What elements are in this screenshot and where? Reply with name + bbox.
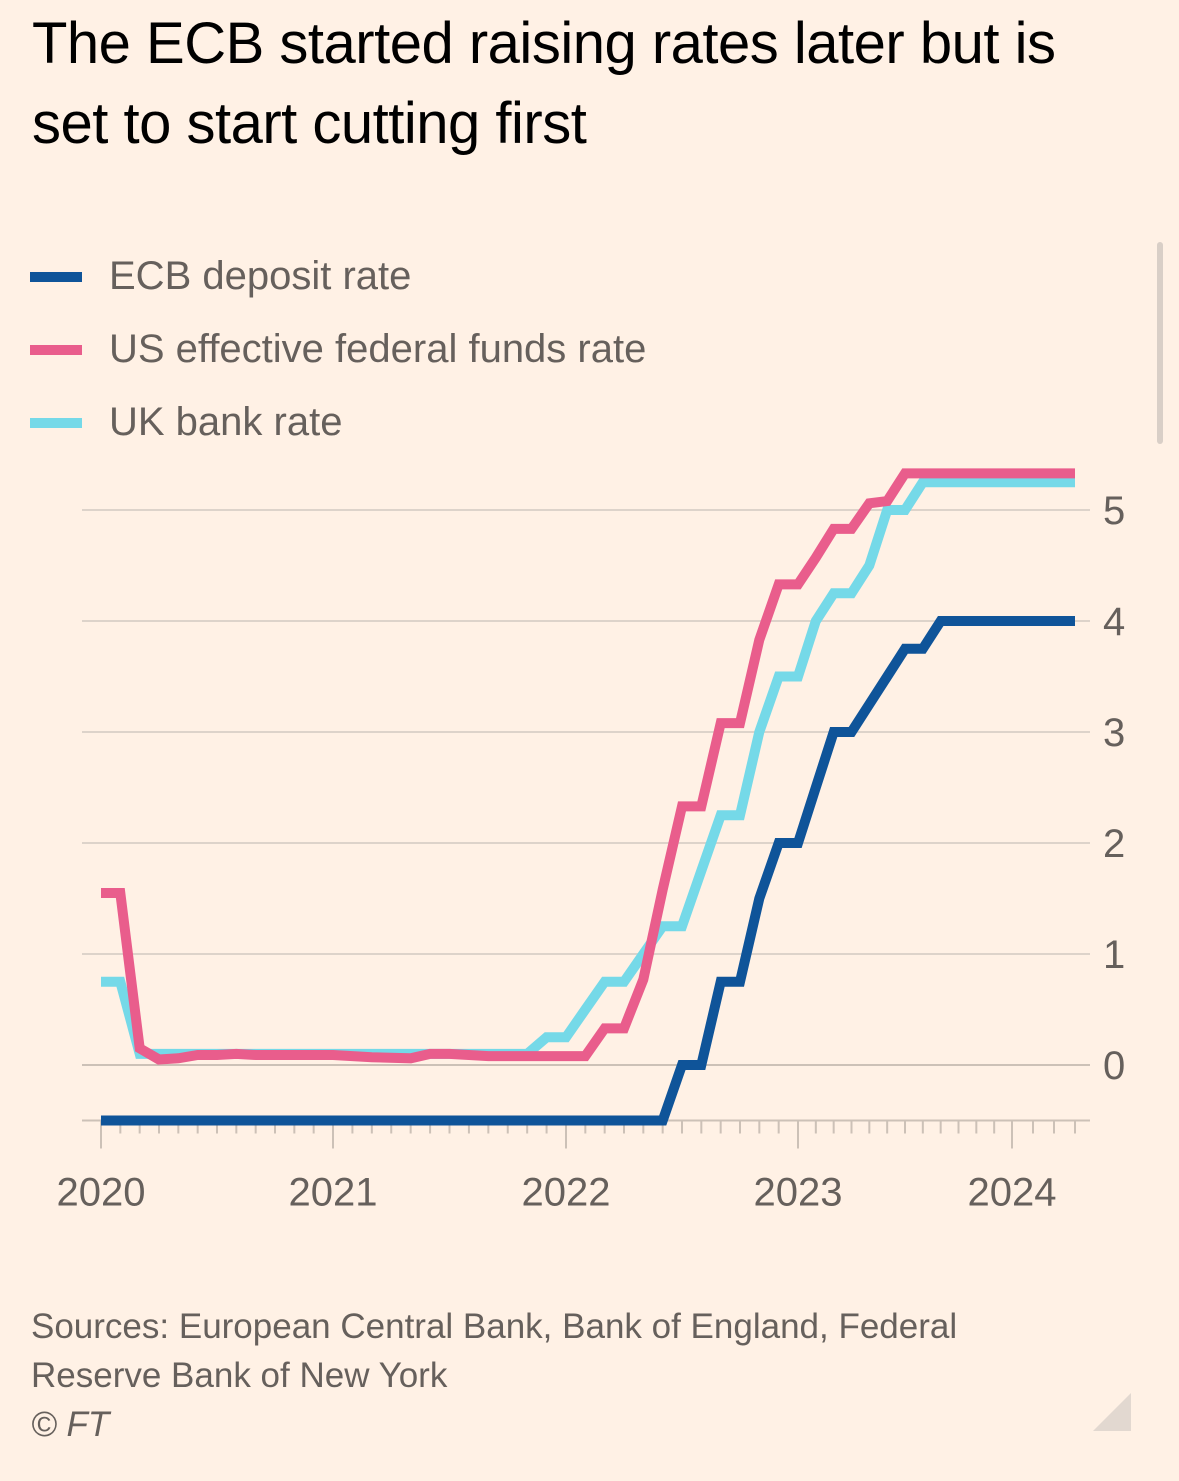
legend-swatch-us [30,344,82,355]
x-tick-label: 2023 [754,1171,843,1215]
x-axis: 2020 2021 2022 2023 2024 [57,1119,1090,1215]
copyright: © FT [31,1405,110,1444]
y-tick-label: 3 [1103,711,1125,755]
y-tick-label: 2 [1103,822,1125,866]
scrollbar[interactable] [1157,242,1163,444]
legend: ECB deposit rate US effective federal fu… [30,240,646,459]
y-tick-label: 1 [1103,933,1125,977]
resize-handle-icon[interactable] [1093,1393,1131,1431]
series-line-us [101,468,1075,1065]
x-tick-label: 2020 [57,1171,146,1215]
legend-label-ecb: ECB deposit rate [109,254,412,298]
x-tick-label: 2024 [968,1171,1057,1215]
sources-note: Sources: European Central Bank, Bank of … [31,1307,958,1395]
legend-swatch-ecb [30,271,82,282]
gridlines [82,509,1090,1066]
x-tick-label: 2022 [522,1171,611,1215]
y-tick-label: 0 [1103,1044,1125,1088]
footer: Sources: European Central Bank, Bank of … [31,1302,1081,1449]
legend-swatch-uk [30,417,82,428]
series-line-ecb [101,616,1075,1126]
chart-title: The ECB started raising rates later but … [32,11,1056,156]
legend-label-us: US effective federal funds rate [109,327,647,371]
line-chart: 2020 2021 2022 2023 2024 0 1 2 3 4 5 [57,468,1125,1215]
y-tick-label: 5 [1103,489,1125,533]
y-tick-label: 4 [1103,600,1125,644]
legend-item-uk: UK bank rate [30,386,646,459]
series-lines [101,468,1075,1126]
series-line-uk [101,477,1075,1059]
x-tick-label: 2021 [289,1171,378,1215]
legend-label-uk: UK bank rate [109,400,343,444]
y-axis: 0 1 2 3 4 5 [1103,489,1125,1088]
legend-item-ecb: ECB deposit rate [30,240,646,313]
legend-item-us: US effective federal funds rate [30,313,646,386]
